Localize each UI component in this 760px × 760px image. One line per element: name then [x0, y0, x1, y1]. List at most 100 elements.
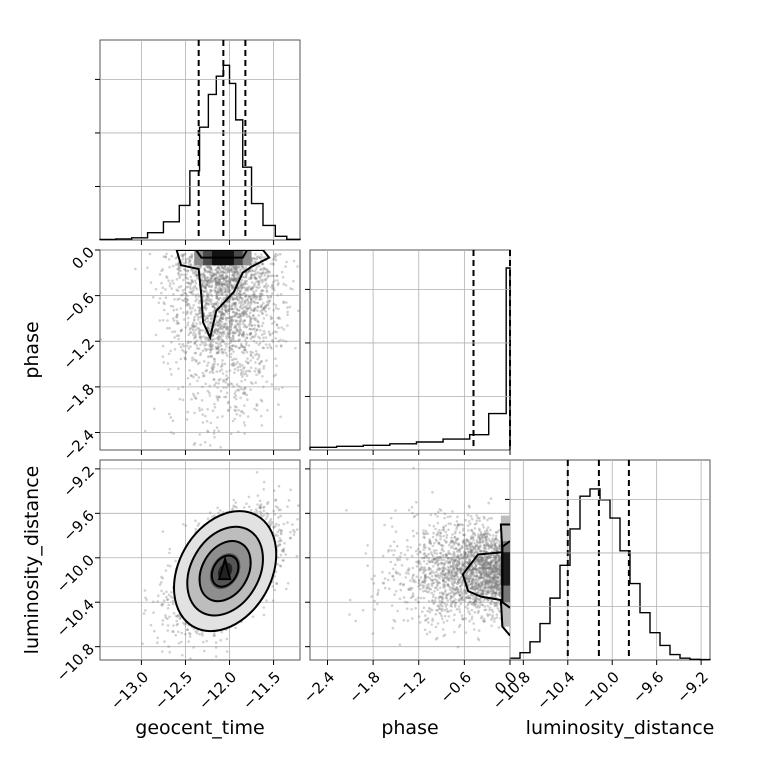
scatter-point [226, 327, 230, 330]
scatter-point [258, 297, 262, 301]
scatter-point [257, 371, 261, 375]
scatter-point [458, 548, 462, 551]
scatter-point [223, 362, 227, 366]
scatter-point [214, 268, 217, 272]
scatter-point [205, 280, 209, 283]
scatter-point [188, 258, 191, 262]
scatter-point [241, 298, 244, 301]
scatter-point [259, 292, 263, 295]
scatter-point [221, 362, 224, 366]
scatter-point [166, 607, 170, 610]
scatter-point [258, 276, 262, 280]
scatter-point [202, 335, 205, 338]
scatter-point [220, 313, 224, 316]
scatter-point [444, 571, 448, 575]
scatter-point [282, 300, 286, 304]
scatter-point [184, 352, 187, 355]
scatter-point [189, 340, 192, 344]
scatter-point [219, 282, 222, 286]
scatter-point [205, 306, 208, 310]
scatter-point [215, 292, 218, 296]
scatter-point [271, 262, 275, 265]
scatter-point [191, 293, 195, 296]
scatter-point [266, 502, 269, 506]
scatter-point [234, 390, 238, 393]
scatter-point [232, 273, 235, 277]
scatter-point [470, 572, 473, 576]
scatter-point [241, 322, 245, 326]
scatter-point [185, 344, 189, 348]
scatter-point [218, 331, 222, 335]
scatter-point [198, 409, 201, 412]
scatter-point [461, 593, 465, 596]
scatter-point [197, 522, 201, 525]
scatter-point [213, 360, 216, 363]
scatter-point [276, 316, 280, 320]
scatter-point [268, 332, 272, 336]
scatter-point [441, 561, 444, 565]
scatter-point [235, 313, 239, 316]
scatter-point [226, 354, 229, 358]
scatter-point [247, 344, 251, 347]
scatter-point [237, 293, 241, 296]
scatter-point [215, 332, 219, 336]
scatter-point [203, 282, 207, 285]
scatter-point [164, 614, 167, 617]
scatter-point [188, 632, 192, 636]
scatter-point [186, 321, 190, 325]
scatter-phase_vs_geocent_time [100, 250, 300, 449]
scatter-point [492, 590, 495, 593]
scatter-point [220, 270, 223, 273]
scatter-point [256, 320, 260, 323]
scatter-point [219, 389, 223, 393]
scatter-point [195, 322, 198, 325]
scatter-point [220, 317, 224, 320]
scatter-point [186, 340, 190, 344]
scatter-point [221, 277, 225, 280]
scatter-point [493, 569, 496, 572]
scatter-point [219, 365, 223, 368]
scatter-point [284, 553, 288, 556]
scatter-point [460, 596, 464, 600]
scatter-point [189, 326, 192, 330]
scatter-point [227, 384, 230, 387]
scatter-point [453, 541, 457, 544]
scatter-point [192, 319, 196, 322]
scatter-point [216, 347, 219, 351]
scatter-point [237, 333, 241, 337]
scatter-point [224, 306, 227, 309]
scatter-point [234, 319, 237, 322]
scatter-point [496, 576, 500, 579]
scatter-point [243, 404, 246, 407]
scatter-point [228, 300, 231, 304]
scatter-point [274, 505, 278, 508]
scatter-point [238, 289, 241, 293]
scatter-point [248, 320, 252, 323]
scatter-point [176, 262, 180, 266]
scatter-point [250, 267, 253, 271]
scatter-point [257, 280, 261, 283]
scatter-point [223, 267, 226, 271]
scatter-point [248, 316, 252, 319]
scatter-point [213, 289, 217, 293]
scatter-point [154, 333, 158, 337]
scatter-point [260, 255, 264, 259]
scatter-point [211, 343, 214, 347]
scatter-point [221, 273, 224, 277]
scatter-point [215, 301, 219, 304]
scatter-point [205, 294, 208, 298]
scatter-point [244, 372, 247, 375]
scatter-point [490, 575, 493, 579]
scatter-point [268, 271, 272, 274]
scatter-point [187, 303, 190, 306]
scatter-point [234, 297, 237, 300]
scatter-point [220, 348, 223, 351]
scatter-point [200, 278, 204, 282]
scatter-point [245, 325, 249, 329]
scatter-point [260, 289, 263, 292]
scatter-point [423, 543, 426, 546]
scatter-point [206, 517, 210, 521]
scatter-point [490, 600, 493, 603]
scatter-point [210, 284, 214, 287]
scatter-point [275, 582, 279, 585]
